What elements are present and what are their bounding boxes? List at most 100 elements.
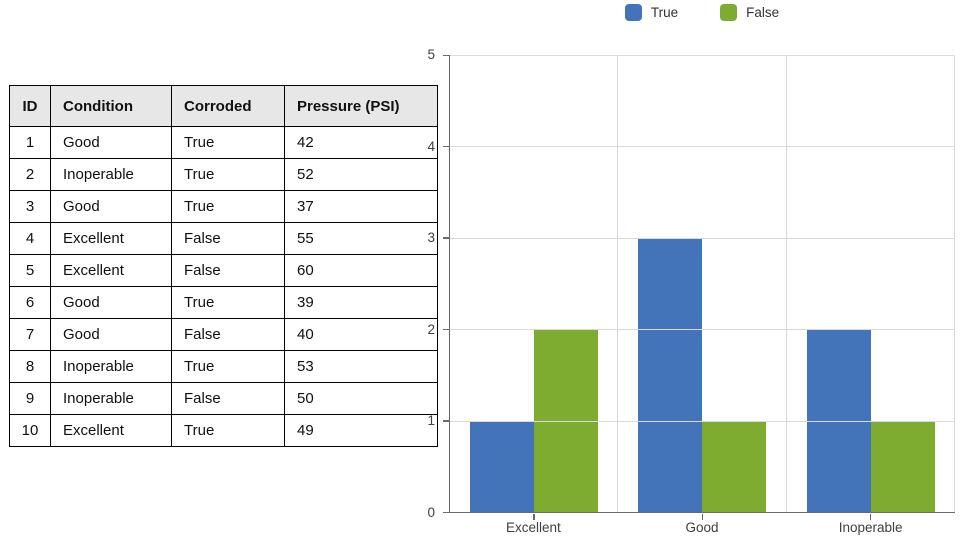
table-cell: False	[171, 254, 285, 287]
plot-area	[442, 54, 955, 520]
table-cell: Excellent	[50, 414, 172, 447]
table-row: 6 Good True 39	[9, 286, 438, 319]
gridline-horizontal	[450, 55, 955, 56]
table-cell: Excellent	[50, 254, 172, 287]
x-axis-category-label: Excellent	[505, 520, 561, 535]
table-cell: True	[171, 286, 285, 319]
gridline-horizontal	[450, 237, 955, 239]
y-axis-tick-label: 4	[427, 138, 435, 154]
column-header: Condition	[50, 85, 172, 127]
bar-group-excellent	[450, 55, 618, 512]
table-cell: 3	[9, 190, 51, 223]
y-axis-tick	[442, 328, 449, 331]
table-cell: 9	[9, 382, 51, 415]
table-row: 9 Inoperable False 50	[9, 382, 438, 415]
bar-excellent-false	[534, 329, 599, 512]
chart-legend: True False	[449, 4, 955, 21]
column-header: Corroded	[171, 85, 285, 127]
table-cell: True	[171, 414, 285, 447]
y-axis-labels: 0 1 2 3 4 5	[405, 48, 438, 520]
table-row: 4 Excellent False 55	[9, 222, 438, 255]
table-row: 3 Good True 37	[9, 190, 438, 223]
table-cell: 55	[284, 222, 438, 255]
legend-item-false: False	[720, 4, 779, 21]
gridline-horizontal	[450, 329, 955, 331]
table-cell: True	[171, 158, 285, 191]
bar-excellent-true	[470, 420, 535, 512]
table-cell: 60	[284, 254, 438, 287]
table-cell: Good	[50, 126, 172, 159]
table-cell: 6	[9, 286, 51, 319]
bar-good-false	[702, 420, 767, 512]
y-axis-tick-label: 0	[427, 505, 435, 520]
table-cell: Inoperable	[50, 350, 172, 383]
x-axis-tick	[701, 513, 703, 520]
table-cell: 10	[9, 414, 51, 447]
data-table: ID Condition Corroded Pressure (PSI) 1 Good T…	[9, 85, 438, 447]
y-axis-tick	[442, 511, 449, 513]
table-row: 10 Excellent True 49	[9, 414, 438, 447]
table-cell: 49	[284, 414, 438, 447]
x-axis-tick	[869, 513, 872, 520]
table-cell: True	[171, 350, 285, 383]
table-row: 1 Good True 42	[9, 126, 438, 159]
y-axis-tick	[442, 145, 449, 148]
table-cell: Good	[50, 318, 172, 351]
bar-group-good	[618, 55, 786, 512]
y-axis-tick	[442, 54, 449, 56]
table-cell: 53	[284, 350, 438, 383]
gridline-vertical	[617, 55, 619, 512]
table-row: 5 Excellent False 60	[9, 254, 438, 287]
x-axis-category-label: Inoperable	[838, 520, 903, 535]
table-cell: 8	[9, 350, 51, 383]
bar-inoperable-true	[806, 329, 871, 512]
table-cell: 50	[284, 382, 438, 415]
table-row: 7 Good False 40	[9, 318, 438, 351]
table-cell: 40	[284, 318, 438, 351]
y-axis-tick-label: 3	[427, 230, 435, 246]
bar-good-true	[638, 237, 703, 512]
legend-swatch-icon	[720, 4, 738, 21]
table-cell: Inoperable	[50, 382, 172, 415]
y-axis-tick-label: 5	[427, 47, 435, 62]
y-axis-tick-label: 2	[427, 321, 435, 337]
table-row: 2 Inoperable True 52	[9, 158, 438, 191]
legend-label: True	[650, 5, 679, 20]
legend-item-true: True	[624, 4, 679, 21]
bar-inoperable-false	[870, 420, 935, 512]
table-body: 1 Good True 42 2 Inoperable True 52 3 Good True 37 4…	[9, 126, 438, 447]
legend-swatch-icon	[624, 4, 642, 21]
table-cell: 1	[9, 126, 51, 159]
table-cell: False	[171, 318, 285, 351]
table-cell: 37	[284, 190, 438, 223]
bar-group-inoperable	[787, 55, 955, 512]
table-cell: Good	[50, 286, 172, 319]
table-header-row: ID Condition Corroded Pressure (PSI)	[9, 85, 438, 127]
x-axis-labels: Excellent Good Inoperable	[449, 520, 955, 535]
table-cell: False	[171, 382, 285, 415]
table-cell: 2	[9, 158, 51, 191]
table-cell: Excellent	[50, 222, 172, 255]
table-cell: 39	[284, 286, 438, 319]
table-cell: 5	[9, 254, 51, 287]
y-axis-tick-label: 1	[427, 413, 435, 429]
table-cell: True	[171, 190, 285, 223]
bars-layer	[450, 55, 955, 512]
gridline-horizontal	[450, 146, 955, 148]
table-cell: Good	[50, 190, 172, 223]
y-axis-tick	[442, 237, 449, 239]
legend-label: False	[746, 5, 780, 20]
table-cell: True	[171, 126, 285, 159]
column-header: Pressure (PSI)	[284, 85, 438, 127]
column-header: ID	[9, 85, 51, 127]
table-cell: 7	[9, 318, 51, 351]
table-cell: Inoperable	[50, 158, 172, 191]
y-axis-tick	[442, 420, 449, 422]
gridline-vertical	[954, 55, 955, 512]
x-axis-category-label: Good	[685, 520, 719, 535]
gridline-horizontal	[450, 420, 955, 422]
table-cell: False	[171, 222, 285, 255]
x-axis-tick	[533, 513, 535, 520]
table-row: 8 Inoperable True 53	[9, 350, 438, 383]
